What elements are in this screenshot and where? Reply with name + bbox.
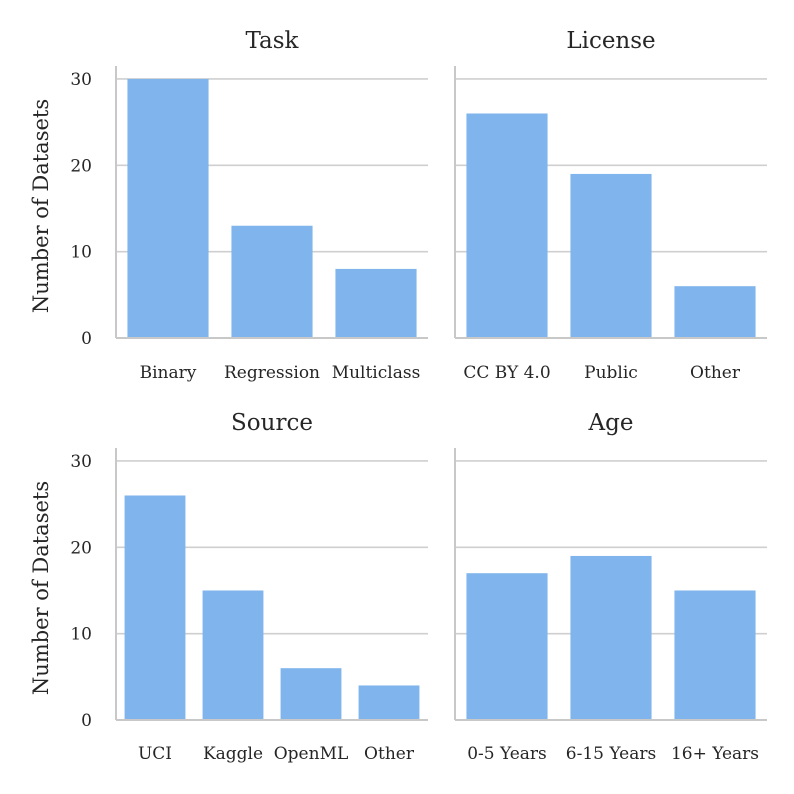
task-y-tick-label: 20 xyxy=(70,156,92,176)
license-bar-cc-by-4-0 xyxy=(466,113,548,338)
source-panel-title: Source xyxy=(231,410,313,436)
task-y-axis-label: Number of Datasets xyxy=(29,99,53,313)
age-bar-6-15-years xyxy=(570,555,652,720)
age-x-tick-label: 16+ Years xyxy=(671,744,759,764)
source-bar-uci xyxy=(124,495,186,720)
panel-license: CC BY 4.0 Public Other License xyxy=(454,28,767,383)
source-x-tick-label: Kaggle xyxy=(203,744,263,764)
age-panel-title: Age xyxy=(588,410,634,436)
task-panel-title: Task xyxy=(245,28,299,54)
license-panel-title: License xyxy=(566,28,655,54)
task-y-tick-label: 30 xyxy=(70,70,92,90)
license-x-tick-label: Other xyxy=(690,363,741,383)
task-bar-binary xyxy=(127,78,209,338)
source-x-tick-label: Other xyxy=(364,744,415,764)
task-y-tick-label: 10 xyxy=(70,243,92,263)
license-bar-public xyxy=(570,173,652,338)
task-x-tick-label: Binary xyxy=(140,363,197,383)
source-x-tick-label: UCI xyxy=(138,744,172,764)
source-x-tick-label: OpenML xyxy=(274,744,349,764)
panel-age: 0-5 Years 6-15 Years 16+ Years Age xyxy=(454,410,767,764)
source-bar-openml xyxy=(280,668,342,720)
source-y-tick-label: 20 xyxy=(70,538,92,558)
age-bar-16-years xyxy=(674,590,756,720)
source-y-tick-label: 0 xyxy=(81,711,92,731)
panel-source: UCI Kaggle OpenML Other 0 10 20 30 Number of Dat… xyxy=(29,410,428,764)
source-bar-kaggle xyxy=(202,590,264,720)
source-y-tick-label: 30 xyxy=(70,452,92,472)
age-bar-0-5-years xyxy=(466,573,548,720)
task-bar-regression xyxy=(231,225,313,338)
source-y-axis-label: Number of Datasets xyxy=(29,481,53,695)
panel-task: Binary Regression Multiclass 0 10 20 30 Number … xyxy=(29,28,428,383)
age-x-tick-label: 0-5 Years xyxy=(467,744,547,764)
license-bar-other xyxy=(674,286,756,338)
license-x-tick-label: CC BY 4.0 xyxy=(463,363,550,383)
age-x-tick-label: 6-15 Years xyxy=(566,744,656,764)
license-x-tick-label: Public xyxy=(584,363,638,383)
task-x-tick-label: Regression xyxy=(224,363,320,383)
task-y-tick-label: 0 xyxy=(81,329,92,349)
task-bar-multiclass xyxy=(335,268,417,338)
task-x-tick-label: Multiclass xyxy=(332,363,421,383)
source-bar-other xyxy=(358,685,420,720)
source-y-tick-label: 10 xyxy=(70,625,92,645)
